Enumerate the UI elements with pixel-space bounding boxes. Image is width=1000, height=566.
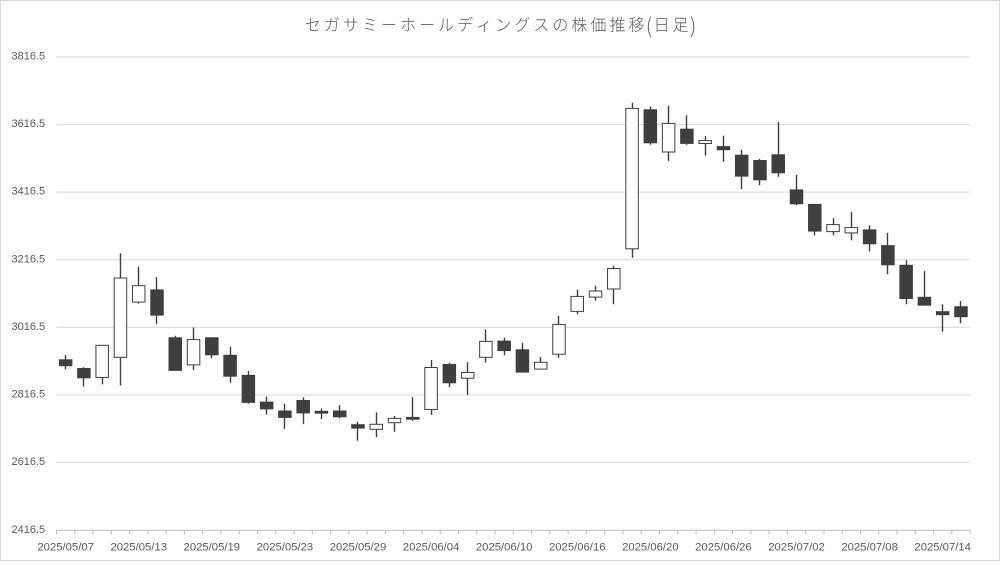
svg-text:2816.5: 2816.5 — [12, 388, 46, 400]
svg-text:2025/05/19: 2025/05/19 — [184, 541, 241, 553]
svg-text:3616.5: 3616.5 — [12, 118, 46, 130]
svg-text:3016.5: 3016.5 — [12, 321, 46, 333]
svg-text:2025/05/29: 2025/05/29 — [330, 541, 387, 553]
svg-text:2025/06/10: 2025/06/10 — [476, 541, 533, 553]
svg-text:2025/05/23: 2025/05/23 — [257, 541, 314, 553]
svg-text:2616.5: 2616.5 — [12, 456, 46, 468]
svg-text:3816.5: 3816.5 — [12, 51, 46, 63]
svg-text:2416.5: 2416.5 — [12, 524, 46, 536]
svg-text:2025/06/20: 2025/06/20 — [622, 541, 679, 553]
svg-text:2025/06/16: 2025/06/16 — [549, 541, 606, 553]
svg-text:3216.5: 3216.5 — [12, 253, 46, 265]
svg-text:2025/05/07: 2025/05/07 — [37, 541, 94, 553]
svg-text:2025/06/26: 2025/06/26 — [695, 541, 752, 553]
svg-text:2025/07/02: 2025/07/02 — [768, 541, 825, 553]
svg-text:2025/07/08: 2025/07/08 — [841, 541, 898, 553]
svg-text:2025/06/04: 2025/06/04 — [403, 541, 460, 553]
svg-text:3416.5: 3416.5 — [12, 186, 46, 198]
svg-text:2025/05/13: 2025/05/13 — [110, 541, 167, 553]
svg-text:2025/07/14: 2025/07/14 — [914, 541, 971, 553]
